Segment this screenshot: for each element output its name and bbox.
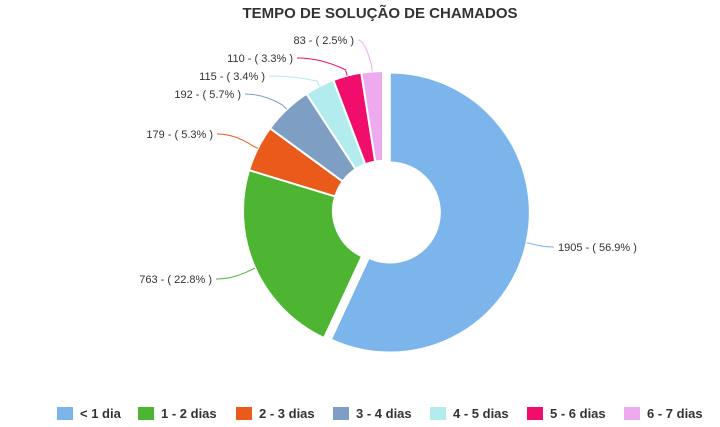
legend-label: < 1 dia bbox=[80, 406, 121, 421]
legend-label: 3 - 4 dias bbox=[356, 406, 412, 421]
connector-3-4-dias bbox=[244, 93, 288, 110]
legend-item-3-4-dias[interactable]: 3 - 4 dias bbox=[333, 406, 412, 421]
legend-label: 6 - 7 dias bbox=[647, 406, 703, 421]
connector-2-3-dias bbox=[216, 133, 259, 149]
legend-label: 1 - 2 dias bbox=[161, 406, 217, 421]
data-label-3-4-dias: 192 - ( 5.7% ) bbox=[174, 89, 241, 101]
legend-swatch bbox=[624, 407, 640, 420]
data-label-2-3-dias: 179 - ( 5.3% ) bbox=[146, 129, 213, 141]
legend-swatch bbox=[430, 407, 446, 420]
legend-swatch bbox=[57, 407, 73, 420]
connector-4-5-dias bbox=[268, 75, 321, 87]
legend-swatch bbox=[236, 407, 252, 420]
connector-6-7-dias bbox=[357, 39, 373, 72]
legend-label: 2 - 3 dias bbox=[259, 406, 315, 421]
data-label-4-5-dias: 115 - ( 3.4% ) bbox=[199, 71, 265, 83]
legend-item-1-2-dias[interactable]: 1 - 2 dias bbox=[138, 406, 217, 421]
chart-title: TEMPO DE SOLUÇÃO DE CHAMADOS bbox=[242, 5, 518, 22]
legend-swatch bbox=[333, 407, 349, 420]
legend-item-2-3-dias[interactable]: 2 - 3 dias bbox=[236, 406, 315, 421]
donut-chart: 1905 - ( 56.9% ) 763 - ( 22.8% ) 179 - ( 5… bbox=[139, 35, 637, 354]
legend-label: 4 - 5 dias bbox=[453, 406, 509, 421]
legend-item-6-7-dias[interactable]: 6 - 7 dias bbox=[624, 406, 703, 421]
legend-label: 5 - 6 dias bbox=[550, 406, 606, 421]
connector-1-2-dias bbox=[215, 267, 256, 280]
data-label-6-7-dias: 83 - ( 2.5% ) bbox=[293, 35, 354, 47]
slice-1-dia[interactable] bbox=[329, 71, 531, 354]
slice-1-2-dias[interactable] bbox=[242, 168, 364, 340]
data-label-1-dia: 1905 - ( 56.9% ) bbox=[558, 242, 637, 254]
legend-swatch bbox=[527, 407, 543, 420]
chart-legend: < 1 dia 1 - 2 dias 2 - 3 dias 3 - 4 dias 4 -… bbox=[0, 406, 720, 426]
slice-6-7-dias[interactable] bbox=[360, 69, 384, 163]
legend-item-1-dia[interactable]: < 1 dia bbox=[57, 406, 121, 421]
legend-item-5-6-dias[interactable]: 5 - 6 dias bbox=[527, 406, 606, 421]
connector-1-dia bbox=[526, 242, 555, 248]
legend-item-4-5-dias[interactable]: 4 - 5 dias bbox=[430, 406, 509, 421]
data-label-5-6-dias: 110 - ( 3.3% ) bbox=[227, 53, 293, 65]
connector-5-6-dias bbox=[296, 57, 348, 76]
legend-swatch bbox=[138, 407, 154, 420]
data-label-1-2-dias: 763 - ( 22.8% ) bbox=[139, 274, 212, 286]
